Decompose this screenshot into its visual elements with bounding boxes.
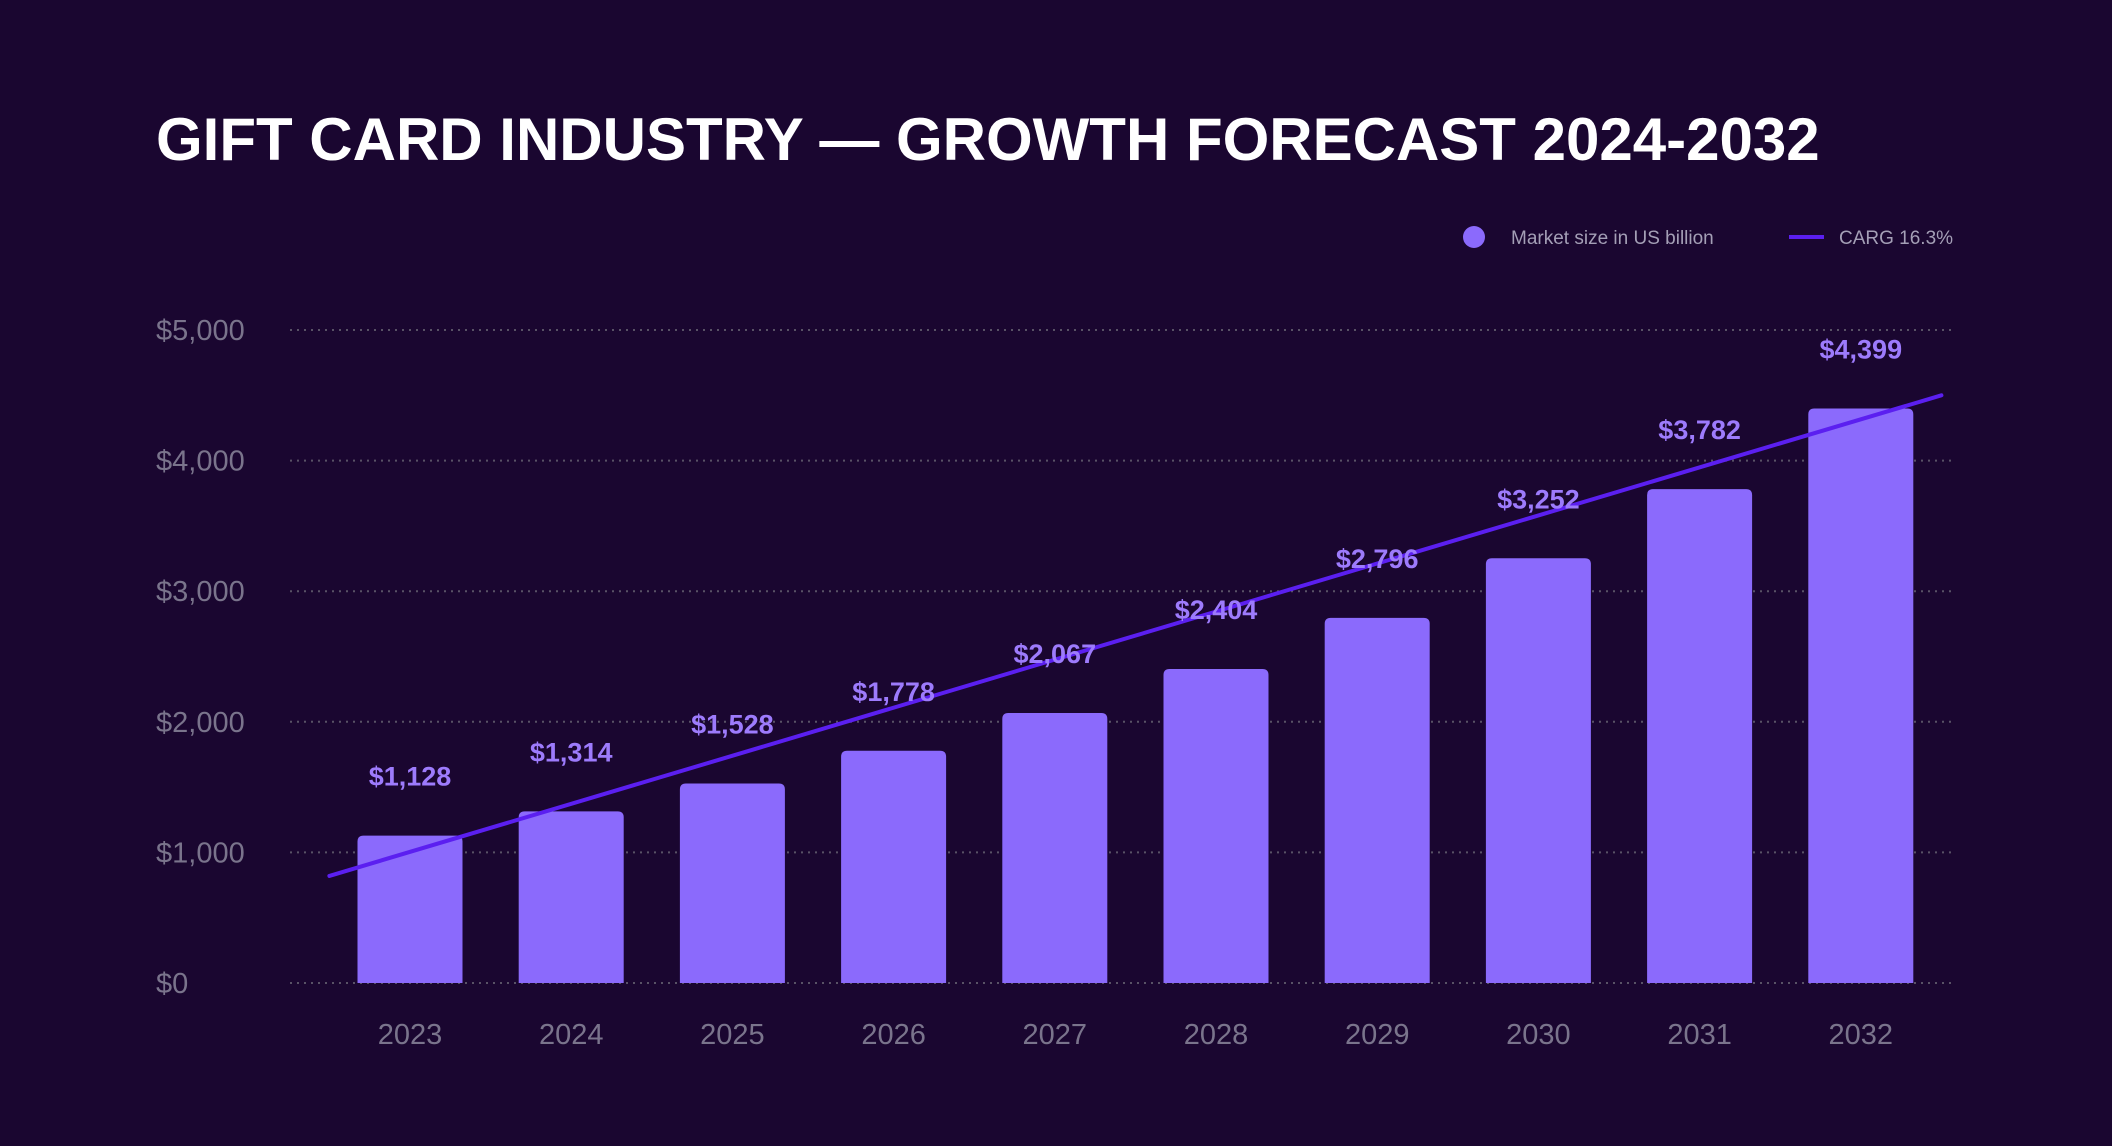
data-label: $2,067 xyxy=(1014,639,1097,669)
y-tick-label: $0 xyxy=(156,968,188,1000)
bar xyxy=(1163,669,1269,983)
y-axis-ticks: $0 $1,000 $2,000 $3,000 $4,000 $5,000 xyxy=(156,315,245,1000)
legend-line-label: CARG 16.3% xyxy=(1839,228,1953,249)
data-label: $1,128 xyxy=(369,762,452,792)
data-label: $1,314 xyxy=(530,737,613,767)
data-label: $1,528 xyxy=(691,709,774,739)
bar xyxy=(357,835,463,983)
y-tick-label: $1,000 xyxy=(156,837,245,869)
data-label: $2,796 xyxy=(1336,544,1419,574)
bar xyxy=(1647,489,1753,983)
data-label: $3,782 xyxy=(1658,415,1741,445)
y-tick-label: $5,000 xyxy=(156,315,245,347)
x-axis-ticks: 2023 2024 2025 2026 2027 2028 2029 2030 2031 2032 xyxy=(378,1019,1893,1051)
chart-title: GIFT CARD INDUSTRY — GROWTH FORECAST 202… xyxy=(156,106,1820,173)
y-tick-label: $2,000 xyxy=(156,707,245,739)
trend-line xyxy=(327,393,1944,878)
x-tick-label: 2029 xyxy=(1345,1019,1410,1051)
x-tick-label: 2025 xyxy=(700,1019,765,1051)
x-tick-label: 2024 xyxy=(539,1019,604,1051)
y-tick-label: $4,000 xyxy=(156,446,245,478)
legend: Market size in US billion CARG 16.3% xyxy=(1463,226,1953,249)
data-label: $3,252 xyxy=(1497,484,1580,514)
x-tick-label: 2031 xyxy=(1667,1019,1732,1051)
x-tick-label: 2023 xyxy=(378,1019,443,1051)
data-label: $4,399 xyxy=(1820,334,1903,364)
gridlines xyxy=(290,329,1956,984)
bar xyxy=(679,783,785,983)
x-tick-label: 2027 xyxy=(1023,1019,1088,1051)
legend-bar-swatch xyxy=(1463,226,1485,248)
bar xyxy=(1002,713,1108,983)
bar xyxy=(841,750,947,983)
data-label: $1,778 xyxy=(852,677,935,707)
y-tick-label: $3,000 xyxy=(156,576,245,608)
bar xyxy=(1485,558,1591,983)
x-tick-label: 2026 xyxy=(861,1019,926,1051)
bar xyxy=(518,811,624,983)
x-tick-label: 2028 xyxy=(1184,1019,1249,1051)
bars xyxy=(357,408,1914,983)
bar xyxy=(1808,408,1914,983)
bar xyxy=(1324,617,1430,983)
x-tick-label: 2032 xyxy=(1829,1019,1894,1051)
data-labels: $1,128 $1,314 $1,528 $1,778 $2,067 $2,404 $2,7… xyxy=(369,334,1902,791)
x-tick-label: 2030 xyxy=(1506,1019,1571,1051)
data-label: $2,404 xyxy=(1175,595,1258,625)
trend-line-group xyxy=(327,393,1944,878)
legend-bar-label: Market size in US billion xyxy=(1511,228,1714,249)
